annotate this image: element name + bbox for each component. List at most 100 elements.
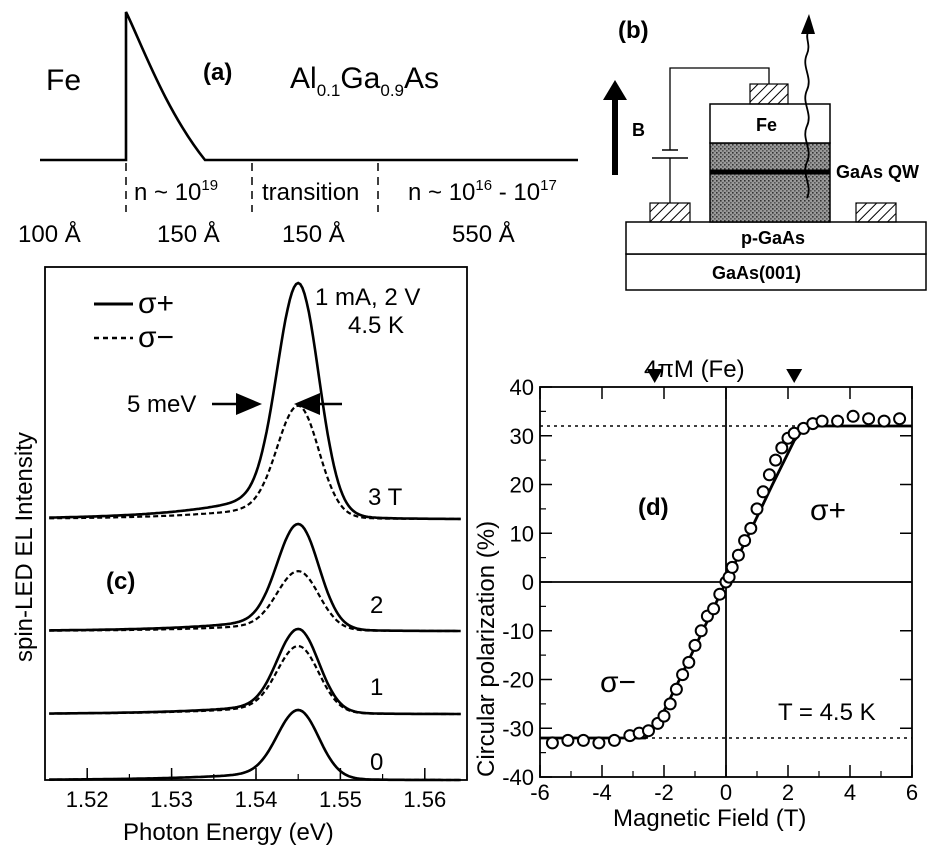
x-tick-label: 4 — [844, 780, 856, 805]
field-label-1t: 1 — [370, 674, 383, 701]
panel-b-label: (b) — [618, 17, 649, 44]
x-tick-label: 0 — [720, 780, 732, 805]
y-tick-label: 0 — [522, 570, 534, 595]
y-axis-label: Circular polarization (%) — [473, 521, 500, 777]
y-tick-label: 30 — [510, 424, 534, 449]
y-axis-label: spin-LED EL Intensity — [11, 432, 38, 662]
qw-label: GaAs QW — [836, 162, 919, 182]
bias-wire — [669, 67, 770, 150]
linewidth-arrow-right-head — [294, 393, 320, 415]
panel-a-label: (a) — [203, 59, 232, 86]
y-tick-label: -40 — [502, 765, 534, 790]
data-point — [694, 624, 708, 638]
p-gaas-layer — [625, 221, 927, 255]
data-point — [607, 733, 621, 747]
data-point — [775, 441, 789, 455]
data-point — [592, 736, 606, 750]
x-tick-label: 1.53 — [150, 787, 193, 812]
data-point — [663, 697, 677, 711]
thickness-label: 150 Å — [157, 220, 220, 248]
data-point — [657, 709, 671, 723]
data-point — [738, 534, 752, 548]
x-tick-label: 6 — [906, 780, 918, 805]
data-point — [545, 736, 559, 750]
x-tick-label: -2 — [654, 780, 674, 805]
spectrum-sigma-minus-1t — [49, 644, 461, 716]
data-point — [846, 409, 860, 423]
x-tick-label: 1.55 — [319, 787, 362, 812]
field-label: B — [632, 120, 645, 140]
substrate-label: GaAs(001) — [712, 263, 801, 283]
magnetization-label: 4πM (Fe) — [644, 356, 745, 383]
panel-d-label: (d) — [638, 494, 669, 521]
mesa-barrier — [709, 142, 831, 223]
fe-contact-layer — [709, 103, 831, 144]
field-label-2t: 2 — [370, 592, 383, 619]
condition-line-2: 4.5 K — [348, 312, 404, 339]
fe-layer-label: Fe — [46, 64, 81, 97]
bottom-contact-pad — [649, 202, 691, 223]
data-point — [731, 548, 745, 562]
data-point — [676, 668, 690, 682]
legend-label-plus: σ+ — [138, 287, 174, 320]
x-tick-label: -6 — [530, 780, 550, 805]
y-tick-label: -20 — [502, 668, 534, 693]
data-point — [725, 560, 739, 574]
magnetization-marker — [786, 369, 803, 383]
spectrum-sigma-minus-0t — [49, 708, 461, 782]
x-axis-label: Magnetic Field (T) — [613, 805, 806, 832]
panel-c-label: (c) — [106, 568, 135, 595]
legend-label-minus: σ− — [138, 321, 174, 354]
data-point — [561, 733, 575, 747]
data-point — [707, 602, 721, 616]
data-point — [750, 502, 764, 516]
data-point — [576, 733, 590, 747]
bottom-contact-pad — [855, 202, 897, 223]
field-label-0t: 0 — [370, 749, 383, 776]
thickness-label: 550 Å — [452, 220, 515, 248]
field-arrow-head — [603, 80, 627, 100]
data-point — [744, 521, 758, 535]
spectrum-sigma-plus-1t — [49, 627, 461, 716]
panel-b: (b) GaAs(001) p-GaAs Fe GaAs QW B — [603, 14, 927, 291]
magnetization-marker — [646, 369, 663, 383]
data-point — [769, 453, 783, 467]
data-point — [893, 412, 907, 426]
y-tick-label: 20 — [510, 473, 534, 498]
data-point — [862, 412, 876, 426]
substrate-layer — [625, 253, 927, 291]
doping-label: n ~ 1016 - 1017 — [408, 177, 557, 206]
data-point — [713, 587, 727, 601]
emitted-light-wave — [804, 31, 810, 199]
fe-layer-label: Fe — [756, 115, 777, 135]
field-label-3t: 3 T — [368, 484, 403, 511]
panel-a: (a) Fe Al0.1Ga0.9As n ~ 1019 transition … — [18, 11, 578, 248]
y-tick-label: -10 — [502, 619, 534, 644]
data-point — [877, 414, 891, 428]
x-tick-label: -4 — [592, 780, 612, 805]
y-tick-label: -30 — [502, 716, 534, 741]
y-tick-label: 10 — [510, 521, 534, 546]
temperature-label: T = 4.5 K — [778, 699, 876, 726]
doping-label: transition — [262, 179, 359, 206]
data-point — [815, 414, 829, 428]
data-point — [682, 655, 696, 669]
x-tick-label: 1.56 — [403, 787, 446, 812]
top-contact-pad — [749, 83, 789, 105]
spectrum-sigma-minus-2t — [49, 569, 461, 633]
linewidth-arrow-left-head — [236, 393, 262, 415]
x-tick-label: 1.54 — [235, 787, 278, 812]
algaas-layer-label: Al0.1Ga0.9As — [290, 62, 439, 100]
data-point — [831, 414, 845, 428]
data-point — [688, 638, 702, 652]
thickness-label: 150 Å — [282, 220, 345, 248]
data-point — [669, 682, 683, 696]
x-tick-label: 1.52 — [66, 787, 109, 812]
spectrum-sigma-plus-0t — [49, 708, 461, 782]
spectrum-sigma-plus-3t — [49, 281, 461, 521]
sigma-minus-label: σ− — [600, 666, 636, 699]
y-tick-label: 40 — [510, 375, 534, 400]
spectra-plot-frame — [44, 266, 468, 781]
doping-label: n ~ 1019 — [134, 177, 218, 206]
